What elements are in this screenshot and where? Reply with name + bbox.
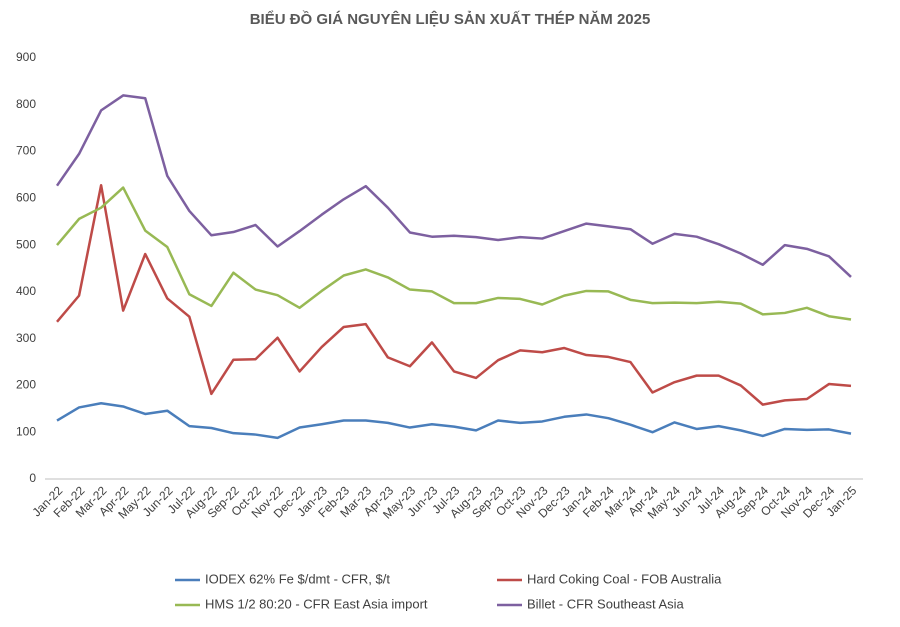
legend-label: Billet - CFR Southeast Asia xyxy=(527,596,685,611)
chart-title: BIỂU ĐỒ GIÁ NGUYÊN LIỆU SẢN XUẤT THÉP NĂ… xyxy=(250,10,651,28)
series-line xyxy=(56,183,852,406)
legend-label: HMS 1/2 80:20 - CFR East Asia import xyxy=(205,596,428,611)
y-tick-label: 900 xyxy=(16,50,36,64)
y-tick-label: 600 xyxy=(16,191,36,205)
y-tick-label: 400 xyxy=(16,284,36,298)
y-tick-label: 0 xyxy=(29,471,36,485)
series-line xyxy=(55,94,852,278)
y-tick-label: 700 xyxy=(16,144,36,158)
y-tick-label: 100 xyxy=(16,424,36,438)
series-line xyxy=(56,186,852,321)
legend-label: IODEX 62% Fe $/dmt - CFR, $/t xyxy=(205,571,390,586)
y-tick-label: 200 xyxy=(16,378,36,392)
y-tick-label: 300 xyxy=(16,331,36,345)
series-line xyxy=(56,401,852,440)
y-tick-label: 800 xyxy=(16,97,36,111)
legend-label: Hard Coking Coal - FOB Australia xyxy=(527,571,722,586)
y-tick-label: 500 xyxy=(16,237,36,251)
